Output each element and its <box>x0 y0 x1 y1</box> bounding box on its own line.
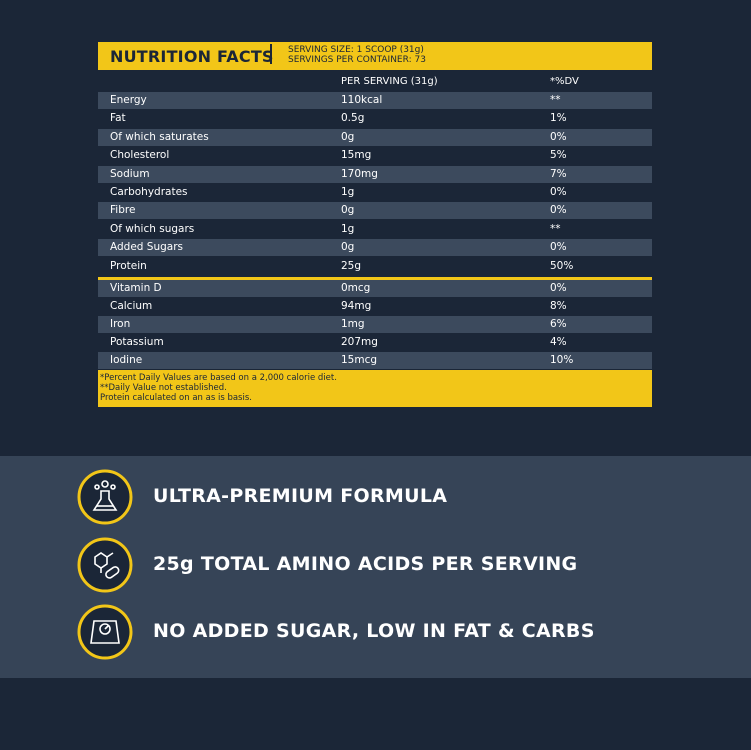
amino-icon <box>77 537 133 593</box>
daily-value: 7% <box>550 167 567 180</box>
nutrient-name: Calcium <box>110 300 153 312</box>
title: NUTRITION FACTS <box>110 47 274 66</box>
table-row: Energy 110kcal ** <box>98 92 652 109</box>
nutrient-name: Protein <box>110 259 147 272</box>
amount: 170mg <box>341 167 378 180</box>
formula-icon <box>77 469 133 525</box>
table-row: Iron 1mg 6% <box>98 316 652 333</box>
nutrient-name: Carbohydrates <box>110 186 188 198</box>
nutrient-name: Fat <box>110 112 126 125</box>
table-row: Fibre 0g 0% <box>98 202 652 220</box>
column-header: PER SERVING (31g) <box>341 76 438 87</box>
nutrient-name: Iron <box>110 318 131 330</box>
nutrient-name: Of which saturates <box>110 130 209 143</box>
table-header: NUTRITION FACTS SERVING SIZE: 1 SCOOP (3… <box>98 42 652 70</box>
amount: 15mg <box>341 149 372 162</box>
footnote: **Daily Value not established. <box>100 383 227 393</box>
divider <box>98 277 652 280</box>
nutrient-name: Added Sugars <box>110 241 183 254</box>
table-row: Iodine 15mcg 10% <box>98 352 652 369</box>
table-row: Vitamin D 0mcg 0% <box>98 280 652 297</box>
amount: 0g <box>341 204 355 217</box>
scale-icon <box>77 604 133 660</box>
table-row: Potassium 207mg 4% <box>98 334 652 351</box>
daily-value: 0% <box>550 282 567 294</box>
daily-value: 50% <box>550 259 574 272</box>
daily-value: 0% <box>550 204 567 217</box>
table-row: Added Sugars 0g 0% <box>98 239 652 257</box>
nutrient-name: Iodine <box>110 354 143 366</box>
nutrient-name: Energy <box>110 94 147 106</box>
amount: 0g <box>341 241 355 254</box>
feature-text: 25g TOTAL AMINO ACIDS PER SERVING <box>153 553 578 575</box>
table-row: Sodium 170mg 7% <box>98 165 652 183</box>
daily-value: 10% <box>550 354 574 366</box>
amount: 0g <box>341 130 355 143</box>
nutrient-name: Sodium <box>110 167 150 180</box>
table-row: Carbohydrates 1g 0% <box>98 184 652 201</box>
amount: 207mg <box>341 336 378 348</box>
amount: 94mg <box>341 300 372 312</box>
amount: 0mcg <box>341 282 371 294</box>
column-header: *%DV <box>550 76 579 87</box>
feature-text: ULTRA-PREMIUM FORMULA <box>153 485 448 507</box>
amount: 25g <box>341 259 362 272</box>
daily-value: 0% <box>550 241 567 254</box>
nutrient-name: Of which sugars <box>110 222 195 235</box>
table-row: Protein 25g 50% <box>98 258 652 275</box>
daily-value: 1% <box>550 112 567 125</box>
daily-value: 5% <box>550 149 567 162</box>
daily-value: 4% <box>550 336 567 348</box>
servings-per-container: SERVINGS PER CONTAINER: 73 <box>288 55 426 65</box>
table-row: Fat 0.5g 1% <box>98 110 652 127</box>
serving-size: SERVING SIZE: 1 SCOOP (31g) <box>288 45 424 55</box>
separator <box>270 44 272 64</box>
daily-value: ** <box>550 222 561 235</box>
table-row: Calcium 94mg 8% <box>98 298 652 315</box>
daily-value: 6% <box>550 318 567 330</box>
daily-value: ** <box>550 94 561 106</box>
footnote: Protein calculated on an as is basis. <box>100 393 252 403</box>
footnotes: *Percent Daily Values are based on a 2,0… <box>98 370 652 407</box>
footnote: *Percent Daily Values are based on a 2,0… <box>100 373 337 383</box>
nutrient-name: Vitamin D <box>110 282 162 294</box>
daily-value: 0% <box>550 186 567 198</box>
amount: 15mcg <box>341 354 378 366</box>
daily-value: 8% <box>550 300 567 312</box>
amount: 0.5g <box>341 112 365 125</box>
table-row: Of which saturates 0g 0% <box>98 128 652 146</box>
daily-value: 0% <box>550 130 567 143</box>
amount: 1g <box>341 186 355 198</box>
feature-text: NO ADDED SUGAR, LOW IN FAT & CARBS <box>153 620 595 642</box>
amount: 110kcal <box>341 94 383 106</box>
table-row: Of which sugars 1g ** <box>98 221 652 238</box>
nutrient-name: Potassium <box>110 336 164 348</box>
amount: 1mg <box>341 318 365 330</box>
table-row: Cholesterol 15mg 5% <box>98 147 652 164</box>
amount: 1g <box>341 222 355 235</box>
nutrient-name: Cholesterol <box>110 149 170 162</box>
nutrient-name: Fibre <box>110 204 136 217</box>
